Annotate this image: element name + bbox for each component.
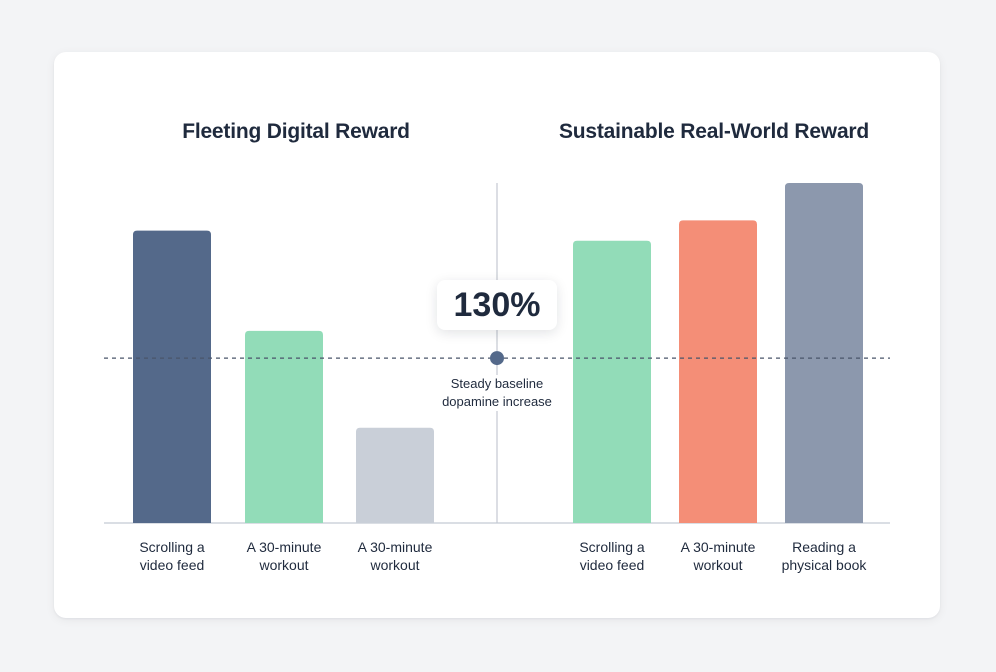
left-x-label-1: Scrolling a video feed xyxy=(139,539,205,573)
left-x-label-2: A 30-minute workout xyxy=(246,539,322,573)
left-panel-title: Fleeting Digital Reward xyxy=(182,120,410,143)
right-x-label-1: Scrolling a video feed xyxy=(579,539,645,573)
right-x-label-3: Reading a physical book xyxy=(781,539,867,573)
left-bar-1 xyxy=(133,230,211,523)
right-panel-title: Sustainable Real-World Reward xyxy=(558,120,870,143)
right-x-label-2: A 30-minute workout xyxy=(680,539,756,573)
right-bar-3 xyxy=(785,183,863,523)
baseline-annotation: Steady baseline dopamine increase xyxy=(437,375,557,411)
right-bar-1 xyxy=(573,240,651,524)
left-bar-2 xyxy=(245,330,323,523)
left-bar-3 xyxy=(356,427,434,523)
right-bar-2 xyxy=(679,220,757,523)
left-x-label-3: A 30-minute workout xyxy=(357,539,433,573)
baseline-marker xyxy=(490,351,504,366)
percentage-callout: 130% xyxy=(437,280,557,330)
